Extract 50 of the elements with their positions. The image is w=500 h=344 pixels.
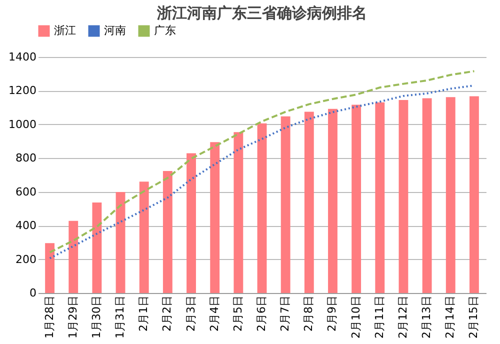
bar — [328, 108, 338, 293]
y-tick-label: 400 — [16, 219, 36, 232]
legend-label: 浙江 — [54, 24, 76, 37]
x-tick-label: 2月4日 — [208, 296, 221, 332]
x-tick-label: 2月9日 — [326, 296, 339, 332]
bar — [68, 220, 78, 293]
y-tick-label: 1400 — [8, 50, 36, 64]
bar — [422, 98, 432, 293]
bar — [116, 192, 126, 293]
legend-label: 河南 — [104, 24, 126, 37]
bar — [139, 182, 149, 293]
x-tick-label: 2月15日 — [467, 296, 480, 338]
bar — [257, 123, 267, 293]
bar — [398, 100, 408, 293]
x-tick-label: 1月28日 — [42, 296, 56, 338]
x-tick-label: 2月7日 — [278, 296, 292, 332]
x-tick-label: 1月31日 — [114, 296, 127, 338]
y-tick-label: 600 — [16, 185, 36, 198]
y-tick-label: 1200 — [8, 84, 36, 98]
x-tick-label: 2月1日 — [137, 296, 150, 332]
bar — [210, 142, 220, 293]
x-tick-label: 2月2日 — [160, 296, 174, 332]
bar — [162, 170, 172, 293]
bar — [446, 97, 456, 293]
bar — [92, 202, 102, 293]
chart-title: 浙江河南广东三省确诊病例排名 — [156, 4, 367, 22]
x-tick-label: 1月29日 — [66, 296, 80, 338]
bar — [280, 116, 290, 293]
legend-label: 广东 — [154, 24, 176, 37]
x-tick-label: 2月8日 — [302, 296, 316, 332]
x-tick-label: 2月10日 — [349, 296, 362, 338]
bar — [186, 153, 196, 293]
y-tick-label: 200 — [16, 252, 36, 266]
bar — [352, 104, 362, 293]
x-tick-label: 2月3日 — [184, 296, 198, 332]
x-tick-label: 2月12日 — [396, 296, 410, 338]
x-tick-label: 2月14日 — [444, 296, 457, 338]
x-tick-label: 1月30日 — [90, 296, 103, 338]
bar — [469, 96, 479, 293]
x-tick-label: 2月11日 — [372, 296, 386, 338]
y-tick-label: 800 — [16, 152, 36, 165]
bar — [45, 243, 55, 293]
y-tick-label: 0 — [30, 286, 36, 300]
bar — [375, 102, 385, 293]
bar — [234, 132, 244, 293]
y-tick-label: 1000 — [8, 118, 36, 131]
x-tick-label: 2月13日 — [420, 296, 434, 338]
bar — [304, 112, 314, 293]
x-tick-label: 2月6日 — [255, 296, 268, 332]
x-tick-label: 2月5日 — [231, 296, 244, 332]
